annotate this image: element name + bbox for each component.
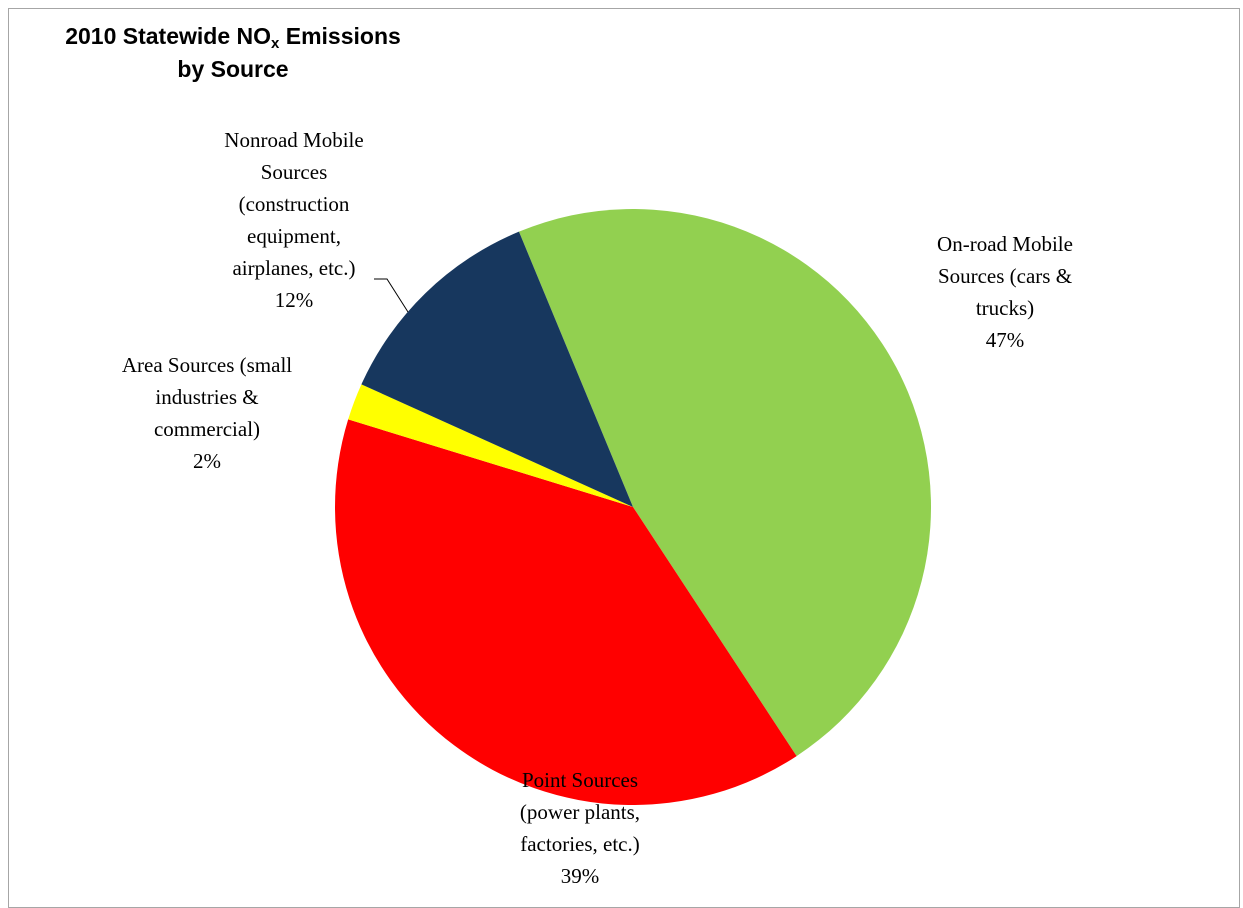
data-label-value-on-road-mobile-sources: 47% xyxy=(986,328,1025,352)
pie-slice-on-road-mobile-sources xyxy=(518,208,932,757)
leader-lines xyxy=(374,278,409,313)
pie-slices xyxy=(335,208,932,806)
chart-title: 2010 Statewide NOx Emissions by Source xyxy=(28,20,438,86)
leader-line-nonroad-mobile-sources xyxy=(374,278,409,313)
data-label-line-on-road-mobile-sources-1: Sources (cars & xyxy=(938,264,1072,288)
data-label-line-on-road-mobile-sources-0: On-road Mobile xyxy=(937,232,1073,256)
data-label-line-point-sources-2: factories, etc.) xyxy=(520,832,640,856)
data-label-line-area-sources-2: commercial) xyxy=(154,417,260,441)
data-label-line-point-sources-0: Point Sources xyxy=(522,768,638,792)
pie-slice-point-sources xyxy=(335,419,797,806)
data-label-line-nonroad-mobile-sources-1: Sources xyxy=(261,160,328,184)
data-label-line-on-road-mobile-sources-2: trucks) xyxy=(976,296,1034,320)
data-label-line-nonroad-mobile-sources-0: Nonroad Mobile xyxy=(224,128,363,152)
chart-title-suffix: Emissions xyxy=(279,23,401,49)
pie-slice-nonroad-mobile-sources xyxy=(361,231,633,507)
chart-title-line2: by Source xyxy=(177,56,289,82)
data-label-line-nonroad-mobile-sources-3: equipment, xyxy=(247,224,341,248)
data-label-value-nonroad-mobile-sources: 12% xyxy=(275,288,314,312)
data-label-line-nonroad-mobile-sources-4: airplanes, etc.) xyxy=(232,256,355,280)
data-label-line-area-sources-1: industries & xyxy=(155,385,258,409)
data-label-value-point-sources: 39% xyxy=(561,864,600,888)
chart-title-subscript: x xyxy=(271,35,280,52)
data-label-line-area-sources-0: Area Sources (small xyxy=(122,353,292,377)
data-label-value-area-sources: 2% xyxy=(193,449,221,473)
data-label-line-nonroad-mobile-sources-2: (construction xyxy=(239,192,350,216)
data-labels: On-road Mobile Sources (cars & trucks) 47% P… xyxy=(122,128,1073,888)
data-label-line-point-sources-1: (power plants, xyxy=(520,800,640,824)
pie-slice-area-sources xyxy=(348,384,633,507)
chart-title-prefix: 2010 Statewide NO xyxy=(65,23,272,49)
